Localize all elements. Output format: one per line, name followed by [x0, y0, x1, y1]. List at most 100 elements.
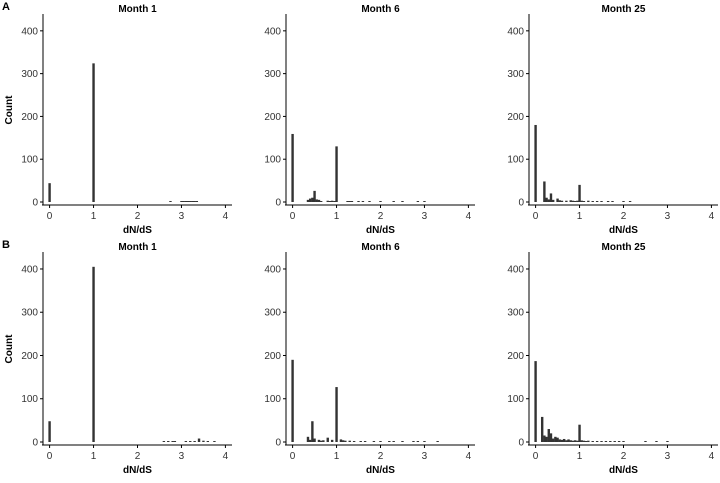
chart-a-1-y-label: Count [4, 95, 15, 125]
chart-b-1-title: Month 1 [118, 242, 157, 253]
chart-b-2-bar [363, 441, 367, 442]
chart-b-2-bar [344, 440, 347, 442]
chart-b-3-bar [545, 436, 548, 442]
chart-b-3-bar [547, 429, 550, 442]
chart-a-1-x-label: dN/dS [123, 225, 152, 236]
chart-a-2-y-tick-label: 0 [275, 198, 281, 209]
chart-b-2-bar [306, 436, 310, 442]
chart-b-3-y-tick-label: 300 [507, 308, 524, 319]
chart-b-3-y-tick-label: 100 [507, 394, 524, 405]
chart-a-3-bar [543, 181, 546, 202]
chart-b-3-bar [569, 440, 572, 442]
chart-a-2-bar [328, 201, 332, 202]
chart-b-3-bar [543, 435, 546, 442]
chart-a-2-bar [333, 201, 336, 202]
chart-a-3-bar [569, 200, 572, 202]
chart-b-2-bar [317, 439, 321, 442]
chart-b-1-bar [213, 441, 216, 442]
chart-b-1-y-tick-label: 100 [21, 394, 38, 405]
chart-a-2-bar [401, 201, 404, 202]
chart-a-3-y-tick-label: 300 [507, 69, 524, 80]
chart-b-1-x-tick-label: 0 [47, 451, 53, 462]
chart-b-2-bar [335, 387, 338, 442]
chart-b-3-y-tick-label: 200 [507, 351, 524, 362]
chart-a-3-bar [622, 201, 625, 202]
chart-a-3-bar [549, 193, 553, 202]
chart-a-2-bar [357, 201, 360, 202]
chart-b-2-x-tick-label: 0 [290, 451, 296, 462]
chart-a-2-bar [368, 201, 371, 202]
chart-b-2-bar [359, 441, 362, 442]
chart-a-3-bar [545, 197, 548, 202]
chart-a-3-bar [573, 201, 577, 202]
chart-b-2-x-label: dN/dS [366, 465, 395, 476]
chart-a-2-x-tick-label: 2 [378, 211, 384, 222]
chart-a-3-bar [587, 200, 590, 202]
chart-a-1-bar [184, 201, 188, 202]
chart-a-1-bar [189, 201, 192, 202]
chart-b-2-bar [379, 441, 382, 442]
chart-a-2-x-tick-label: 1 [334, 211, 340, 222]
chart-a-1-bar [186, 201, 190, 202]
chart-a-1-bar [180, 201, 183, 202]
chart-b-3-bar [609, 441, 612, 442]
chart-a-1-bar [193, 201, 196, 202]
chart-a-2-title: Month 6 [361, 4, 400, 15]
chart-b-2-bar [352, 441, 356, 442]
chart-b-1-bar [184, 441, 188, 442]
chart-b-3-bar [556, 437, 559, 442]
chart-b-2-y-tick-label: 400 [264, 264, 281, 275]
chart-a-1-bar [48, 183, 51, 202]
panel-label-b: B [2, 239, 10, 251]
chart-a-1-bar [195, 201, 199, 202]
chart-b-3-x-tick-label: 1 [577, 451, 583, 462]
chart-b-3-bar [576, 440, 579, 442]
chart-b-1-bar [206, 441, 210, 442]
chart-b-1-bar [189, 441, 192, 442]
chart-b-3-bar [644, 441, 647, 442]
chart-b-3-bar [540, 416, 544, 442]
chart-a-1-y-tick-label: 100 [21, 155, 38, 166]
chart-a-1-x-tick-label: 1 [91, 211, 97, 222]
chart-b-1-bar [167, 441, 170, 442]
chart-b-3-bar [604, 441, 608, 442]
chart-b-2-title: Month 6 [361, 242, 400, 253]
chart-b-2-bar [423, 441, 426, 442]
chart-a-2-bar [423, 201, 426, 202]
chart-a-3-x-label: dN/dS [609, 225, 638, 236]
chart-b-1-x-tick-label: 4 [223, 451, 229, 462]
chart-a-3-y-tick-label: 400 [507, 26, 524, 37]
chart-a-3-bar [580, 200, 583, 202]
chart-b-3-bar [600, 441, 603, 442]
chart-b-3-bar [571, 440, 575, 442]
chart-b-3-y-tick-label: 400 [507, 264, 524, 275]
chart-a-3-bar [560, 200, 564, 202]
chart-a-3-bar [578, 184, 581, 202]
chart-a-1-y-tick-label: 200 [21, 112, 38, 123]
chart-a-3-bar [558, 200, 561, 202]
chart-a-2-bar [291, 133, 294, 202]
chart-b-1-bar [48, 421, 51, 442]
chart-a-1-y-tick-label: 400 [21, 26, 38, 37]
chart-a-3-y-tick-label: 0 [518, 198, 524, 209]
chart-b-1-y-tick-label: 300 [21, 308, 38, 319]
chart-b-1-bar [202, 440, 205, 442]
chart-b-2-bar [313, 438, 316, 442]
chart-a-3-x-tick-label: 2 [621, 211, 627, 222]
chart-a-3-bar [556, 198, 559, 202]
chart-b-3-bar [534, 361, 537, 442]
chart-b-1-bar [171, 441, 174, 442]
chart-a-2-x-tick-label: 0 [290, 211, 296, 222]
chart-b-3-bar [573, 440, 577, 442]
chart-b-2-bar [326, 437, 329, 442]
chart-b-2-bar [348, 440, 351, 442]
chart-b-2-y-tick-label: 0 [275, 438, 281, 449]
chart-b-3-bar [584, 441, 588, 442]
chart-b-3-bar [666, 441, 669, 442]
chart-a-3-bar [595, 201, 599, 202]
chart-a-1-bar [92, 63, 95, 202]
chart-b-2-bar [436, 441, 439, 442]
chart-b-3-bar [613, 441, 616, 442]
chart-b-3-bar [565, 440, 568, 442]
